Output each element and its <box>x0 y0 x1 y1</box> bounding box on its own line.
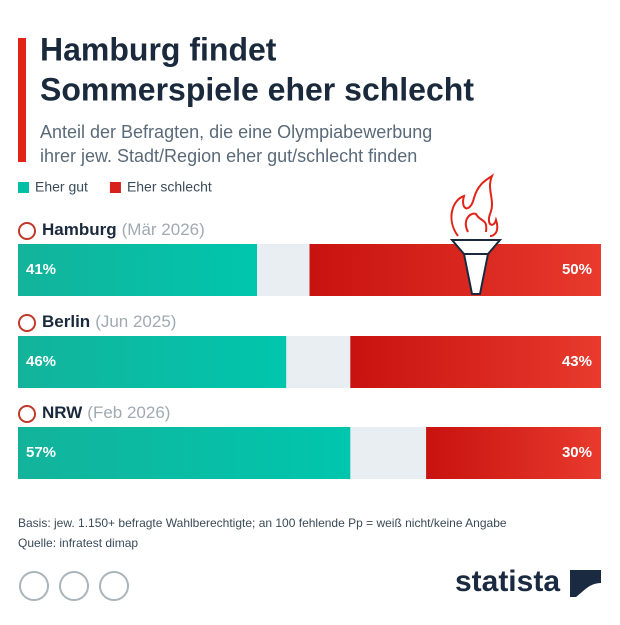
title: Sommerspiele eher schlecht <box>40 71 474 107</box>
value-label: 43% <box>562 353 592 370</box>
category-label: Hamburg (Mär 2026) <box>42 220 205 239</box>
legend-swatch <box>109 182 121 193</box>
region-icon <box>18 405 36 423</box>
subtitle: ihrer jew. Stadt/Region eher gut/schlech… <box>40 146 417 166</box>
value-label: 46% <box>26 353 56 370</box>
title-accent <box>18 38 26 162</box>
category-name: Hamburg <box>42 220 117 239</box>
region-icon <box>18 314 36 332</box>
torch <box>449 173 503 295</box>
bar-bad <box>426 427 601 479</box>
title: Hamburg findet <box>40 31 277 67</box>
brand-icon <box>570 570 601 597</box>
brand-logo: statista <box>455 565 560 598</box>
legend-label: Eher gut <box>35 179 88 195</box>
region-icon <box>18 222 36 240</box>
bar-bad <box>309 244 601 296</box>
category-label: Berlin (Jun 2025) <box>42 312 176 331</box>
value-label: 41% <box>26 261 56 278</box>
bar-good <box>18 336 287 388</box>
legend-label: Eher schlecht <box>127 179 212 195</box>
category-name: Berlin <box>42 312 90 331</box>
value-label: 50% <box>562 261 592 278</box>
footnote: Basis: jew. 1.150+ befragte Wahlberechti… <box>18 516 507 530</box>
category-period: (Feb 2026) <box>87 403 170 422</box>
license-icons <box>19 571 129 601</box>
value-label: 57% <box>26 444 56 461</box>
bar-good <box>18 427 351 479</box>
bar-good <box>18 244 258 296</box>
category-label: NRW (Feb 2026) <box>42 403 170 422</box>
source: Quelle: infratest dimap <box>18 536 138 550</box>
value-label: 30% <box>562 444 592 461</box>
category-period: (Jun 2025) <box>95 312 176 331</box>
category-period: (Mär 2026) <box>122 220 205 239</box>
subtitle: Anteil der Befragten, die eine Olympiabe… <box>40 122 432 142</box>
bar-bad <box>350 336 601 388</box>
category-name: NRW <box>42 403 83 422</box>
legend-swatch <box>18 182 29 193</box>
